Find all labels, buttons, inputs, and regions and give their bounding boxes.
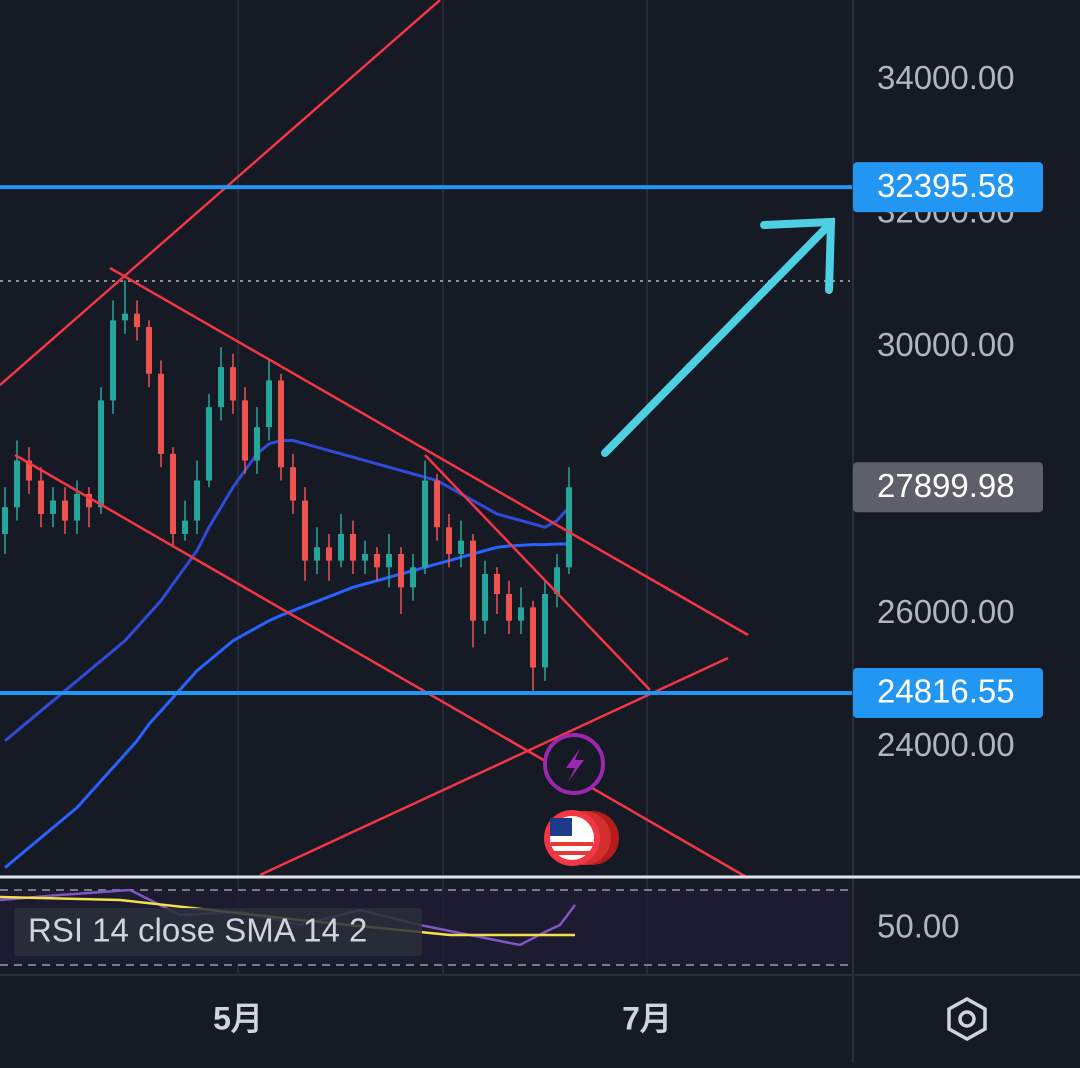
candle-body	[218, 367, 224, 408]
settings-dot[interactable]	[958, 1010, 976, 1028]
price-label-box	[853, 162, 1043, 213]
event-icons	[543, 733, 619, 866]
candle-body	[278, 380, 284, 468]
candle-body	[2, 507, 8, 534]
candle-body	[14, 460, 20, 508]
trendline	[109, 266, 749, 637]
rsi-tick-label: 50.00	[877, 908, 960, 945]
candle-body	[38, 480, 44, 514]
candle-body	[134, 313, 140, 328]
price-label-box	[853, 462, 1043, 513]
candle-body	[542, 594, 548, 668]
candle-body	[314, 547, 320, 561]
candle-body	[446, 527, 452, 554]
candle-body	[482, 573, 488, 621]
candle-body	[554, 567, 560, 595]
candle-body	[470, 540, 476, 621]
rsi-legend-bg	[14, 908, 422, 956]
arrow	[601, 217, 836, 457]
candle-body	[110, 320, 116, 401]
candle-body	[362, 553, 368, 561]
trendline	[424, 454, 651, 691]
arrow-shaft	[601, 220, 834, 457]
candle-body	[506, 594, 512, 621]
price-label: 24816.55	[877, 673, 1015, 710]
candle-body	[386, 553, 392, 568]
candle-body	[338, 533, 344, 561]
candle-body	[122, 313, 128, 321]
candle-body	[74, 493, 80, 521]
candle-body	[146, 327, 152, 374]
y-tick-label: 24000.00	[877, 726, 1015, 763]
candle-body	[422, 480, 428, 568]
candle-body	[434, 480, 440, 528]
candle-body	[302, 500, 308, 561]
candle-body	[326, 547, 332, 561]
flag-canton	[550, 818, 572, 836]
candle-body	[206, 407, 212, 481]
settings-icon[interactable]	[947, 996, 987, 1042]
x-tick-label: 7月	[622, 1000, 672, 1036]
arrow-head	[760, 217, 836, 294]
candle-body	[290, 467, 296, 501]
trendline	[14, 453, 749, 880]
x-tick-label: 5月	[213, 1000, 263, 1036]
trendlines	[0, 0, 749, 880]
candle-body	[62, 500, 68, 521]
candle-body	[86, 493, 92, 508]
y-tick-label: 26000.00	[877, 593, 1015, 630]
candle-body	[410, 567, 416, 588]
vertical-grid	[237, 0, 648, 975]
candle-body	[398, 553, 404, 588]
rsi-legend: RSI 14 close SMA 14 2	[28, 912, 367, 949]
flag-stripe	[553, 851, 591, 855]
candle-body	[242, 400, 248, 461]
lightning-bolt	[566, 748, 584, 782]
candle-body	[530, 607, 536, 668]
candle-body	[254, 427, 260, 461]
candle-body	[518, 607, 524, 621]
candle-body	[374, 553, 380, 568]
settings-hexagon[interactable]	[947, 996, 987, 1042]
candle-body	[230, 367, 236, 401]
candle-body	[194, 480, 200, 521]
y-tick-label: 30000.00	[877, 326, 1015, 363]
candle-body	[266, 380, 272, 428]
candle-body	[50, 500, 56, 514]
candle-body	[170, 453, 176, 534]
y-tick-label: 34000.00	[877, 59, 1015, 96]
price-label-box	[853, 668, 1043, 719]
candle-body	[566, 487, 572, 568]
candle-body	[26, 460, 32, 481]
rsi-pane: RSI 14 close SMA 14 2 50.00	[0, 888, 960, 966]
candle-body	[182, 520, 188, 534]
price-label: 27899.98	[877, 467, 1015, 504]
candle-body	[158, 373, 164, 454]
candle-body	[458, 540, 464, 554]
moving-average	[4, 439, 571, 742]
flag-stripe	[551, 842, 593, 846]
candle-body	[98, 400, 104, 508]
trendline	[0, 0, 441, 386]
candle-body	[494, 573, 500, 595]
price-label: 32395.58	[877, 167, 1015, 204]
candle-body	[350, 533, 356, 561]
